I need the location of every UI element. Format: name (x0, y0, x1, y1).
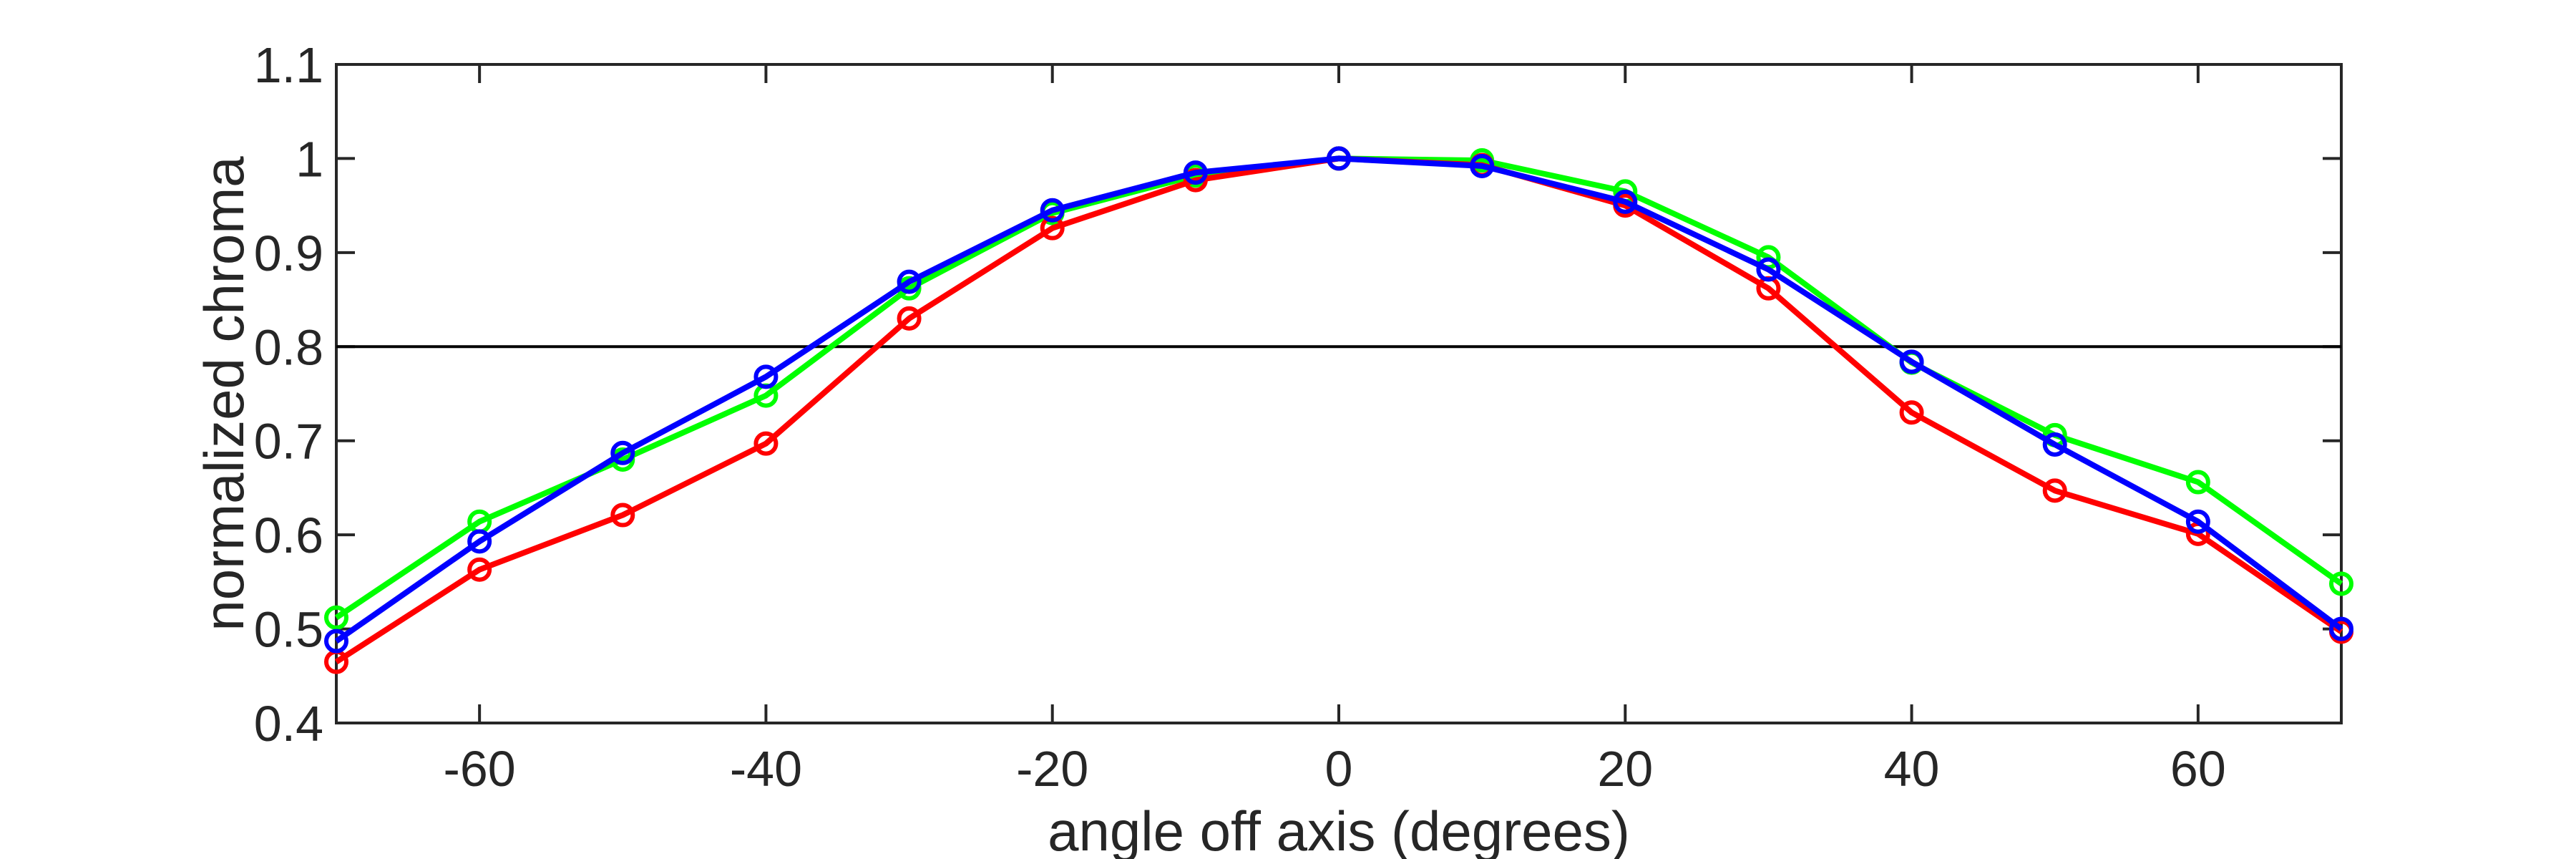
y-tick-label: 0.9 (254, 225, 323, 281)
data-point (2185, 470, 2210, 495)
x-tick-label: 0 (1325, 741, 1353, 797)
y-tick-label: 0.7 (254, 414, 323, 470)
data-point (2042, 432, 2067, 457)
data-point (467, 557, 492, 582)
x-tick-label: 20 (1597, 741, 1653, 797)
y-tick-label: 0.5 (254, 602, 323, 658)
series-line (334, 155, 2343, 644)
data-point (610, 503, 635, 528)
data-point (2329, 571, 2353, 596)
data-point (1899, 349, 1924, 374)
data-point (1470, 153, 1495, 178)
series-3 (324, 146, 2353, 654)
data-point (1613, 189, 1638, 214)
data-point (1183, 160, 1208, 185)
x-tick-label: -20 (1016, 741, 1088, 797)
data-point (2042, 478, 2067, 503)
series-layer (324, 146, 2353, 674)
data-point (610, 440, 635, 465)
data-point (753, 431, 779, 456)
y-axis-label: normalized chroma (192, 156, 255, 631)
y-tick-label: 0.4 (254, 696, 323, 752)
data-point (897, 306, 922, 331)
data-point (1327, 146, 1351, 171)
axis-ticks (336, 63, 2341, 724)
data-point (1899, 400, 1924, 425)
x-axis-label: angle off axis (degrees) (1048, 800, 1630, 859)
y-tick-label: 0.6 (254, 508, 323, 563)
data-point (2329, 616, 2353, 641)
data-point (324, 629, 348, 654)
plot-frame (335, 63, 2343, 724)
data-point (467, 529, 492, 554)
data-point (324, 605, 348, 630)
y-tick-label: 1.1 (254, 37, 323, 93)
x-tick-label: -40 (730, 741, 802, 797)
y-tick-label: 0.8 (254, 319, 323, 375)
y-axis-tick-labels: 0.4 0.5 0.6 0.7 0.8 0.9 1 1.1 (254, 37, 323, 752)
data-point (1040, 215, 1065, 241)
data-point (1040, 198, 1065, 223)
plot-area (324, 63, 2353, 724)
y-tick-label: 1 (296, 131, 323, 187)
x-tick-label: -60 (444, 741, 516, 797)
x-tick-label: 40 (1884, 741, 1940, 797)
data-point (2185, 509, 2210, 534)
data-point (897, 269, 922, 294)
data-point (1756, 257, 1781, 282)
data-point (753, 364, 779, 389)
x-tick-label: 60 (2170, 741, 2226, 797)
x-axis-tick-labels: -60 -40 -20 0 20 40 60 (444, 741, 2226, 797)
